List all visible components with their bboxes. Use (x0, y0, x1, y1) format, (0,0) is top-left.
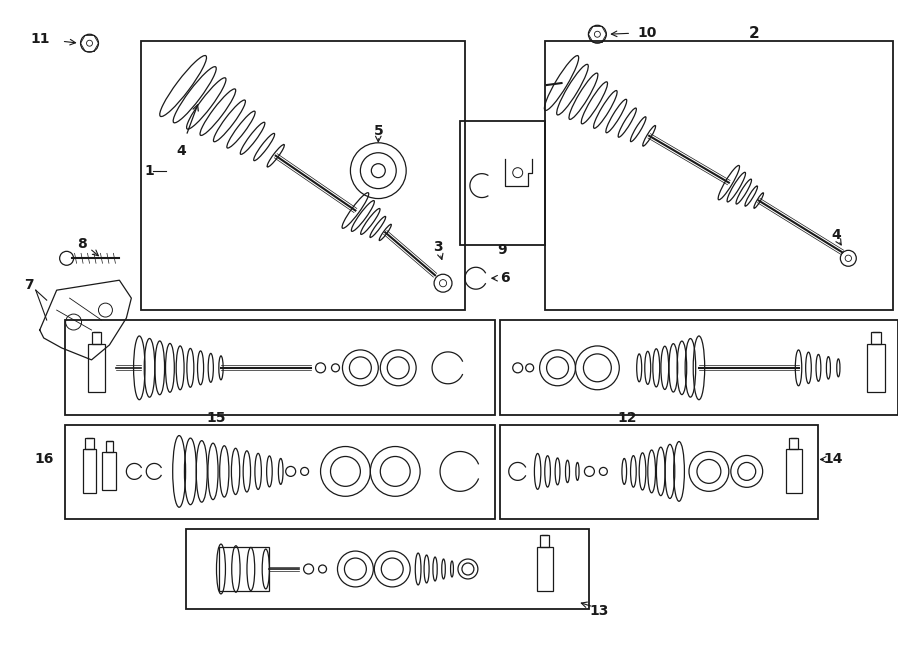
Bar (540, 535, 549, 547)
Bar (87, 344, 105, 392)
Text: 7: 7 (24, 278, 33, 292)
Bar (141, 41, 465, 310)
Text: 1: 1 (144, 164, 154, 178)
Text: 6: 6 (500, 271, 509, 285)
Text: 13: 13 (590, 603, 609, 618)
Bar (789, 438, 798, 449)
Bar (500, 320, 898, 414)
Bar (83, 449, 96, 493)
Bar (219, 547, 269, 591)
Text: 5: 5 (374, 124, 383, 138)
Bar (544, 41, 893, 310)
Bar (500, 424, 818, 519)
Bar (105, 440, 113, 453)
Bar (460, 121, 544, 245)
Bar (536, 547, 553, 591)
Text: 9: 9 (497, 243, 507, 257)
Bar (92, 332, 102, 344)
Text: 10: 10 (637, 26, 657, 40)
Text: 12: 12 (617, 410, 637, 424)
Bar (871, 332, 881, 344)
Text: 11: 11 (30, 32, 50, 46)
Text: 14: 14 (824, 453, 843, 467)
Text: 3: 3 (433, 241, 443, 254)
Bar (65, 320, 495, 414)
Bar (103, 453, 116, 490)
Bar (868, 344, 886, 392)
Text: 15: 15 (206, 410, 226, 424)
Bar (86, 438, 94, 449)
Text: 4: 4 (176, 143, 186, 158)
Text: 2: 2 (748, 26, 759, 41)
Bar (786, 449, 802, 493)
Text: 8: 8 (76, 237, 86, 251)
Text: 4: 4 (832, 229, 842, 243)
Bar (186, 529, 590, 609)
Text: 16: 16 (34, 453, 53, 467)
Bar (65, 424, 495, 519)
